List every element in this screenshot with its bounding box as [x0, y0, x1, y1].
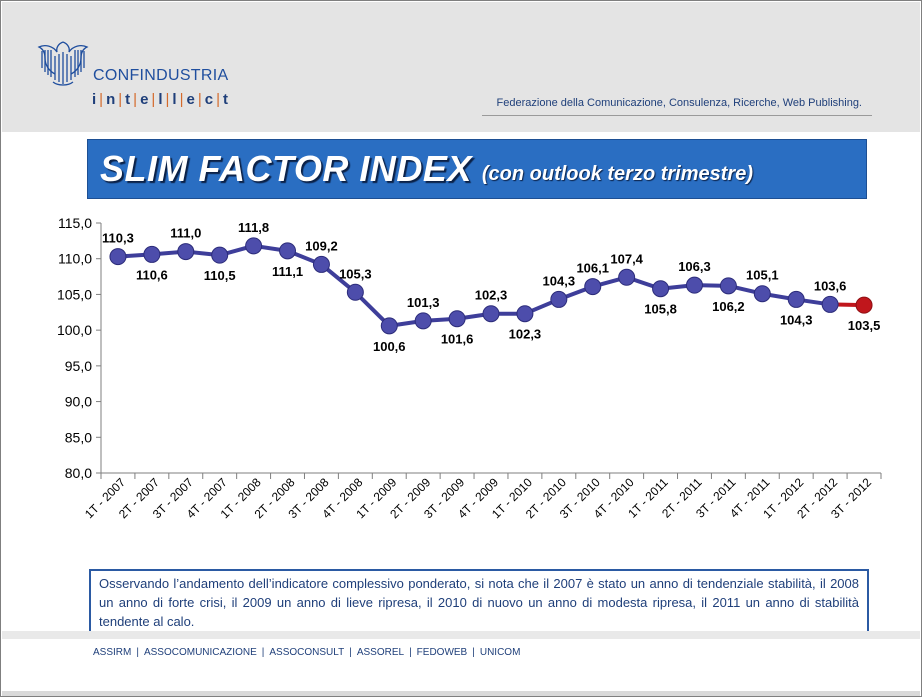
data-label: 110,5: [204, 268, 236, 283]
y-tick-label: 105,0: [57, 286, 92, 302]
data-label: 111,0: [170, 226, 201, 241]
brand-sub-letter: t: [125, 91, 132, 108]
brand-name: CONFINDUSTRIA: [93, 67, 229, 84]
data-point: [584, 278, 602, 296]
y-tick-label: 100,0: [57, 322, 92, 338]
brand-sub-letter: e: [186, 91, 196, 108]
data-point: [652, 280, 670, 298]
data-label: 101,6: [441, 332, 474, 347]
data-point: [143, 245, 161, 263]
data-label: 104,3: [543, 273, 576, 288]
data-point: [753, 285, 771, 303]
data-point: [312, 255, 330, 273]
series-line: [117, 243, 831, 328]
bottom-edge: [2, 691, 920, 696]
y-tick-label: 95,0: [65, 358, 92, 374]
title-bar: SLIM FACTOR INDEX (con outlook terzo tri…: [87, 139, 867, 199]
data-point: [787, 290, 805, 308]
y-tick-label: 110,0: [58, 251, 92, 267]
footer-separator: |: [349, 647, 352, 658]
data-label: 103,6: [814, 278, 847, 293]
brand-sub-separator: |: [133, 91, 139, 108]
data-point: [414, 312, 432, 330]
brand-sub-letter: l: [158, 91, 164, 108]
footer-separator: |: [261, 647, 265, 658]
data-point: [482, 305, 500, 323]
commentary-note: Osservando l’andamento dell’indicatore c…: [89, 569, 869, 636]
chart-title: SLIM FACTOR INDEX: [100, 148, 472, 189]
brand-sub-separator: |: [197, 91, 203, 108]
y-tick-label: 80,0: [65, 465, 92, 481]
data-point: [821, 295, 839, 313]
data-label: 110,6: [136, 267, 168, 282]
data-point: [346, 283, 364, 301]
data-label: 106,2: [712, 299, 745, 314]
data-label: 105,8: [644, 302, 677, 317]
data-point: [245, 237, 263, 255]
header: CONFINDUSTRIA i | n | t | e | l | l | e | c | t Federazi…: [2, 2, 920, 132]
data-point: [550, 290, 568, 308]
confindustria-eagle-logo: [37, 41, 89, 86]
data-point: [177, 243, 195, 261]
footer-association: ASSIRM: [93, 647, 132, 658]
data-label: 106,3: [678, 259, 711, 274]
brand-sub-separator: |: [118, 91, 124, 108]
data-point: [279, 242, 297, 260]
data-label: 105,3: [339, 266, 372, 281]
footer-association: ASSOREL: [356, 647, 405, 658]
brand-sub-separator: |: [216, 91, 221, 108]
data-label: 106,1: [576, 261, 609, 276]
data-point: [211, 246, 229, 264]
tagline: Federazione della Comunicazione, Consule…: [496, 97, 862, 109]
chart-subtitle: (con outlook terzo trimestre): [481, 162, 753, 185]
data-label: 101,3: [407, 295, 440, 310]
data-label: 110,3: [102, 231, 134, 246]
data-point: [719, 277, 737, 295]
data-label: 103,5: [848, 318, 881, 333]
data-point: [448, 310, 466, 328]
data-label: 102,3: [475, 288, 508, 303]
footer-separator: |: [136, 647, 139, 658]
brand-sub-letter: i: [92, 91, 98, 108]
tagline-divider: [482, 115, 872, 116]
data-point: [618, 268, 636, 286]
data-point: [685, 276, 703, 294]
data-label: 109,2: [305, 238, 338, 253]
y-tick-label: 115,0: [58, 215, 92, 231]
footer-association: ASSOCONSULT: [269, 647, 345, 658]
brand-sub-separator: |: [151, 91, 157, 108]
footer-association: FEDOWEB: [416, 647, 468, 658]
footer-separator: |: [472, 647, 475, 658]
data-label: 111,8: [238, 220, 269, 235]
brand-sub-separator: |: [165, 91, 171, 108]
data-label: 107,4: [610, 251, 643, 266]
brand-sub: i | n | t | e | l | l | e | c | t: [92, 91, 229, 108]
brand-sub-letter: e: [140, 91, 150, 108]
data-label: 111,1: [272, 264, 303, 279]
data-label: 104,3: [780, 312, 813, 327]
footer-associations: ASSIRM | ASSOCOMUNICAZIONE | ASSOCONSULT | ASS…: [93, 647, 520, 658]
data-point: [516, 305, 534, 323]
brand-sub-separator: |: [179, 91, 185, 108]
brand-sub-letter: c: [204, 91, 215, 108]
brand-sub-separator: |: [99, 91, 105, 108]
data-point: [109, 248, 127, 266]
data-label: 100,6: [373, 339, 406, 354]
data-label: 105,1: [746, 268, 779, 283]
footer-association: UNICOM: [479, 647, 521, 658]
y-tick-label: 85,0: [65, 429, 92, 445]
footer-association: ASSOCOMUNICAZIONE: [143, 647, 257, 658]
brand-sub-letter: l: [172, 91, 178, 108]
footer-divider: [2, 631, 920, 639]
brand-sub-letter: t: [222, 91, 229, 108]
forecast-point: [855, 296, 873, 314]
footer-separator: |: [409, 647, 412, 658]
brand-sub-letter: n: [106, 91, 117, 108]
data-point: [380, 317, 398, 335]
y-tick-label: 90,0: [65, 394, 92, 410]
data-label: 102,3: [509, 327, 542, 342]
